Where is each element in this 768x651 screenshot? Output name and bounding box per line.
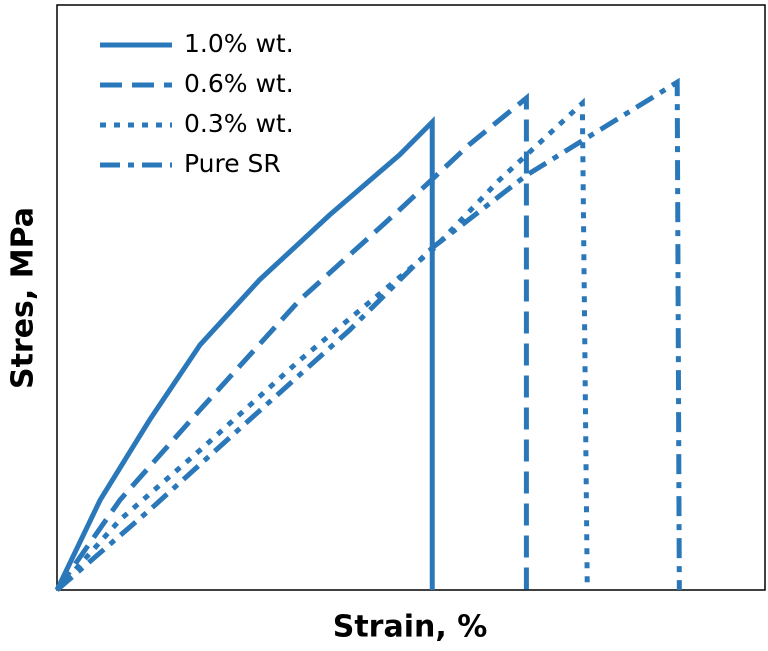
legend-label: 0.6% wt. xyxy=(184,69,294,98)
plot-frame xyxy=(56,4,766,591)
series-line xyxy=(55,77,682,592)
series-line xyxy=(54,92,529,592)
legend-label: 1.0% wt. xyxy=(184,29,294,58)
legend-label: Pure SR xyxy=(184,149,281,178)
series-line xyxy=(55,97,590,592)
y-axis-label: Stres, MPa xyxy=(6,207,41,389)
series-line xyxy=(54,115,435,592)
legend-label: 0.3% wt. xyxy=(184,109,294,138)
x-axis-label: Strain, % xyxy=(333,610,488,645)
